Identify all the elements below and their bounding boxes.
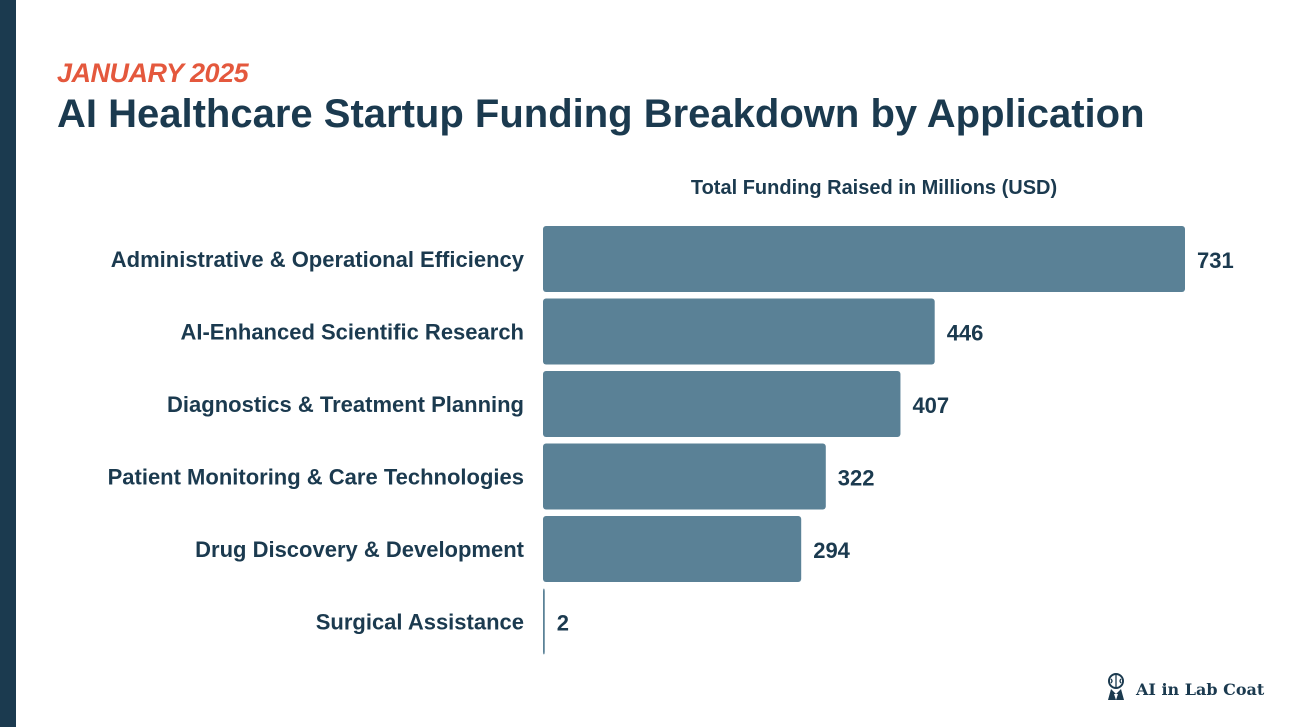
value-label: 407 <box>912 393 949 418</box>
bar <box>543 443 826 510</box>
value-label: 731 <box>1197 248 1234 273</box>
bar <box>543 226 1185 292</box>
brand-logo: AI in Lab Coat <box>1102 672 1264 707</box>
value-label: 322 <box>838 466 875 491</box>
bar <box>543 298 935 365</box>
date-subtitle: JANUARY 2025 <box>57 58 249 88</box>
category-label: Administrative & Operational Efficiency <box>111 247 525 272</box>
bar <box>543 588 545 655</box>
category-label: Diagnostics & Treatment Planning <box>167 392 524 417</box>
value-label: 2 <box>557 611 569 636</box>
brand-name: AI in Lab Coat <box>1136 680 1265 699</box>
value-label: 294 <box>813 538 850 563</box>
bars-group: Administrative & Operational Efficiency 7… <box>108 226 1234 655</box>
bar <box>543 516 802 582</box>
value-label: 446 <box>947 321 984 346</box>
category-label: Surgical Assistance <box>316 610 524 635</box>
axis-title: Total Funding Raised in Millions (USD) <box>691 177 1057 199</box>
bar <box>543 371 901 437</box>
left-accent-bar <box>0 0 16 727</box>
brain-lab-coat-icon <box>1102 672 1130 707</box>
category-label: Drug Discovery & Development <box>195 537 525 562</box>
category-label: AI-Enhanced Scientific Research <box>180 320 524 345</box>
chart-title: AI Healthcare Startup Funding Breakdown … <box>57 92 1145 136</box>
category-label: Patient Monitoring & Care Technologies <box>108 465 524 490</box>
